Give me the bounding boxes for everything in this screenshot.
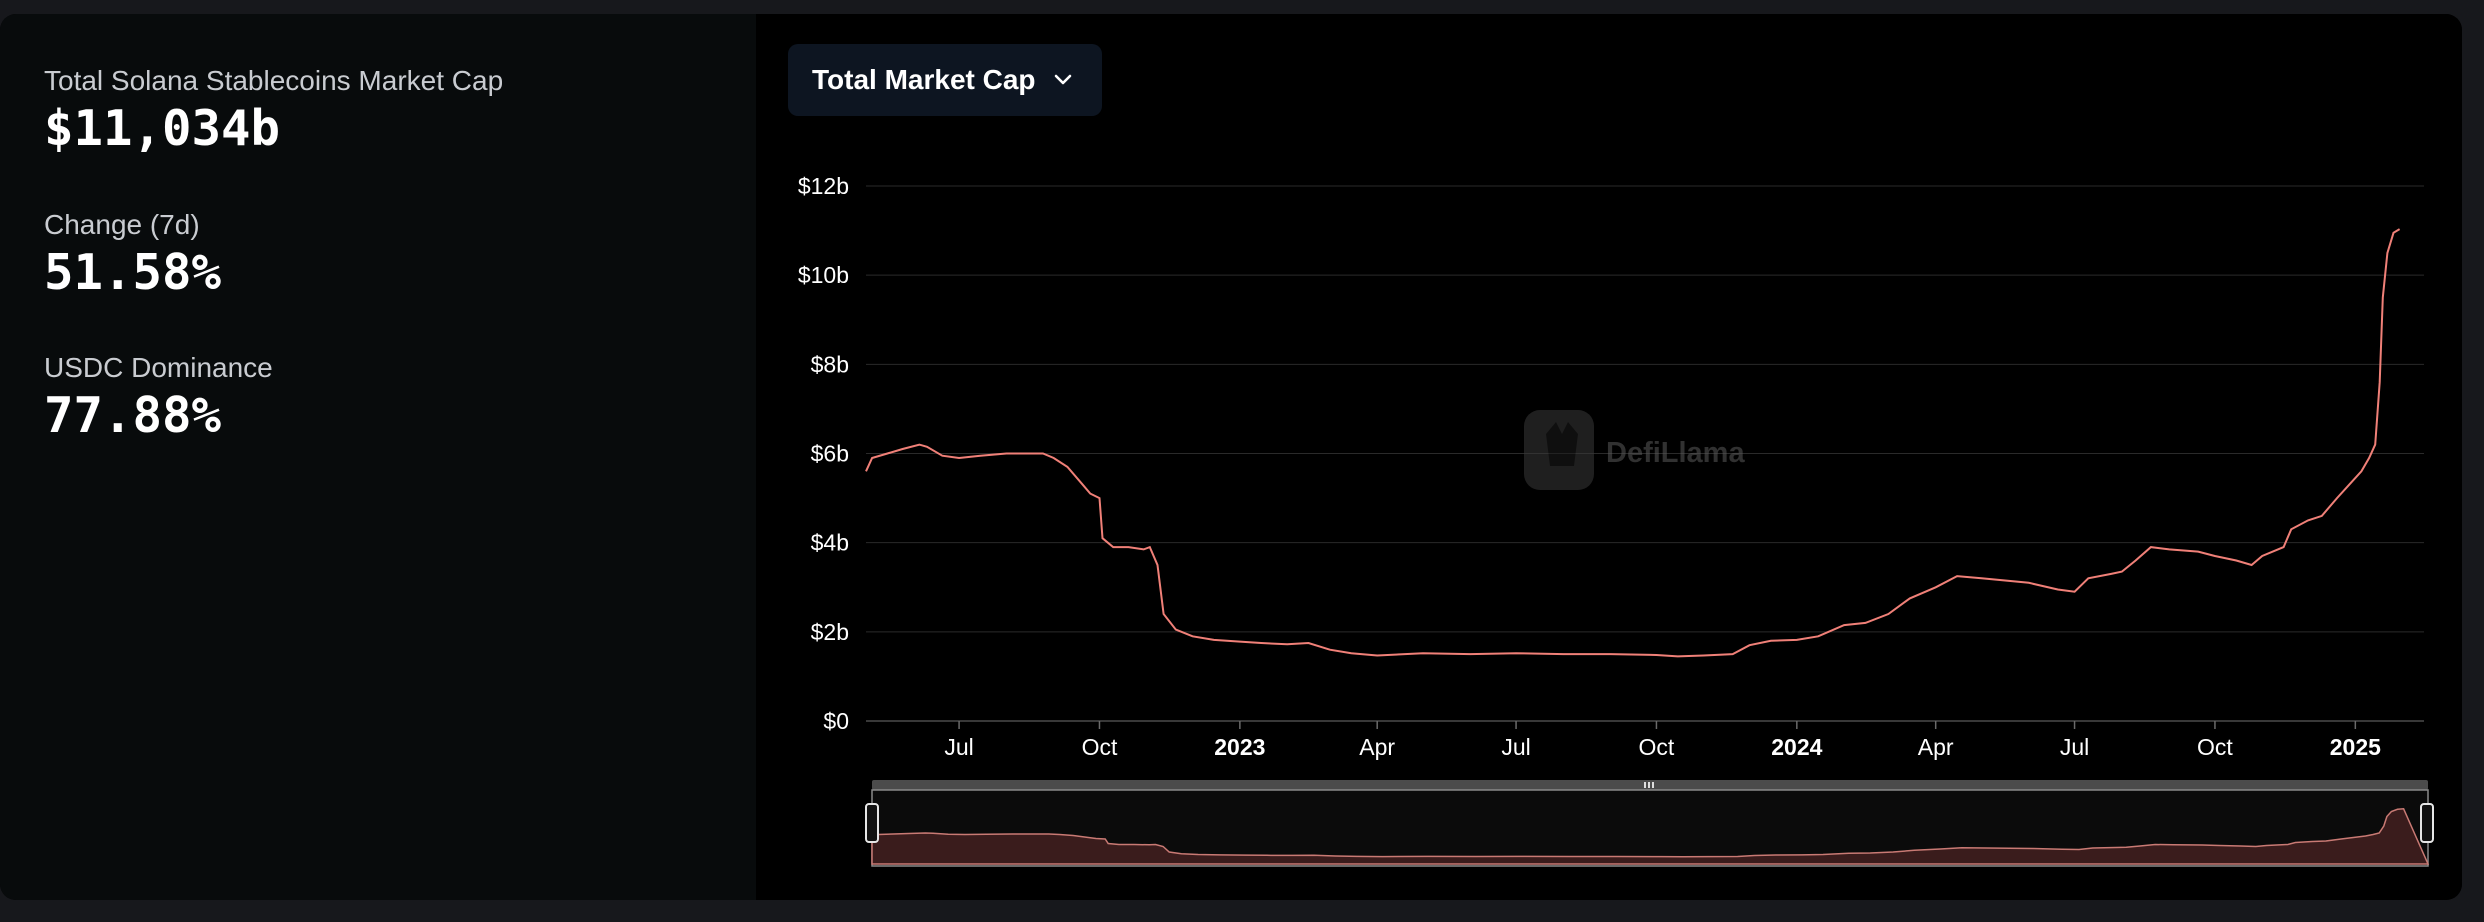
y-axis: $0 $2b $4b $6b $8b $10b $12b [798,173,849,734]
x-tick-label: Oct [2197,734,2233,760]
x-tick-label: Oct [1639,734,1675,760]
stat-total-market-cap: Total Solana Stablecoins Market Cap $11,… [44,64,503,158]
stat-value: 77.88% [44,387,222,444]
x-tick-label: 2024 [1771,734,1822,760]
x-tick-label: Jul [944,734,973,760]
x-tick-label: Jul [2060,734,2089,760]
stat-value: $11,034b [44,100,281,157]
range-slider-grip-icon[interactable] [1644,782,1654,788]
stat-value: 51.58% [44,244,222,301]
x-tick-label: Jul [1501,734,1530,760]
stat-change-7d: Change (7d) 51.58% [44,208,221,302]
stat-usdc-dominance: USDC Dominance 77.88% [44,351,273,445]
y-tick-label: $12b [798,173,849,199]
y-tick-label: $2b [811,619,849,645]
y-tick-label: $4b [811,530,849,556]
x-tick-label: Oct [1082,734,1118,760]
stats-panel: Total Solana Stablecoins Market Cap $11,… [0,14,756,900]
y-tick-label: $0 [823,708,849,734]
y-tick-label: $8b [811,351,849,377]
stablecoins-card: Total Solana Stablecoins Market Cap $11,… [0,14,2462,900]
range-slider-left-handle[interactable] [865,803,879,843]
stat-label: USDC Dominance [44,352,273,383]
stat-label: Total Solana Stablecoins Market Cap [44,65,504,96]
llama-head-icon [1546,422,1578,466]
y-tick-label: $6b [811,441,849,467]
x-axis: Jul Oct 2023 Apr Jul Oct 2024 Apr Jul Oct 2025 [944,721,2381,760]
range-slider[interactable] [865,780,2434,867]
grid-lines [866,185,2424,633]
chart-area: DefiLlama $0 $2b $4b $6b $8b $10b $12b Jul Oct 2… [756,14,2462,900]
watermark: DefiLlama [1524,410,1745,490]
y-tick-label: $10b [798,262,849,288]
watermark-text: DefiLlama [1606,437,1745,469]
range-slider-right-handle[interactable] [2420,803,2434,843]
chevron-down-icon [1054,74,1071,85]
market-cap-chart: DefiLlama $0 $2b $4b $6b $8b $10b $12b Jul Oct 2… [798,173,2434,867]
x-tick-label: 2023 [1214,734,1265,760]
x-tick-label: Apr [1359,734,1395,760]
range-slider-preview [871,808,2430,865]
x-tick-label: 2025 [2330,734,2381,760]
series-line [865,228,2401,658]
stat-label: Change (7d) [44,209,200,240]
x-tick-label: Apr [1918,734,1954,760]
metric-dropdown[interactable]: Total Market Cap [788,44,1102,116]
metric-dropdown-label: Total Market Cap [812,64,1036,95]
